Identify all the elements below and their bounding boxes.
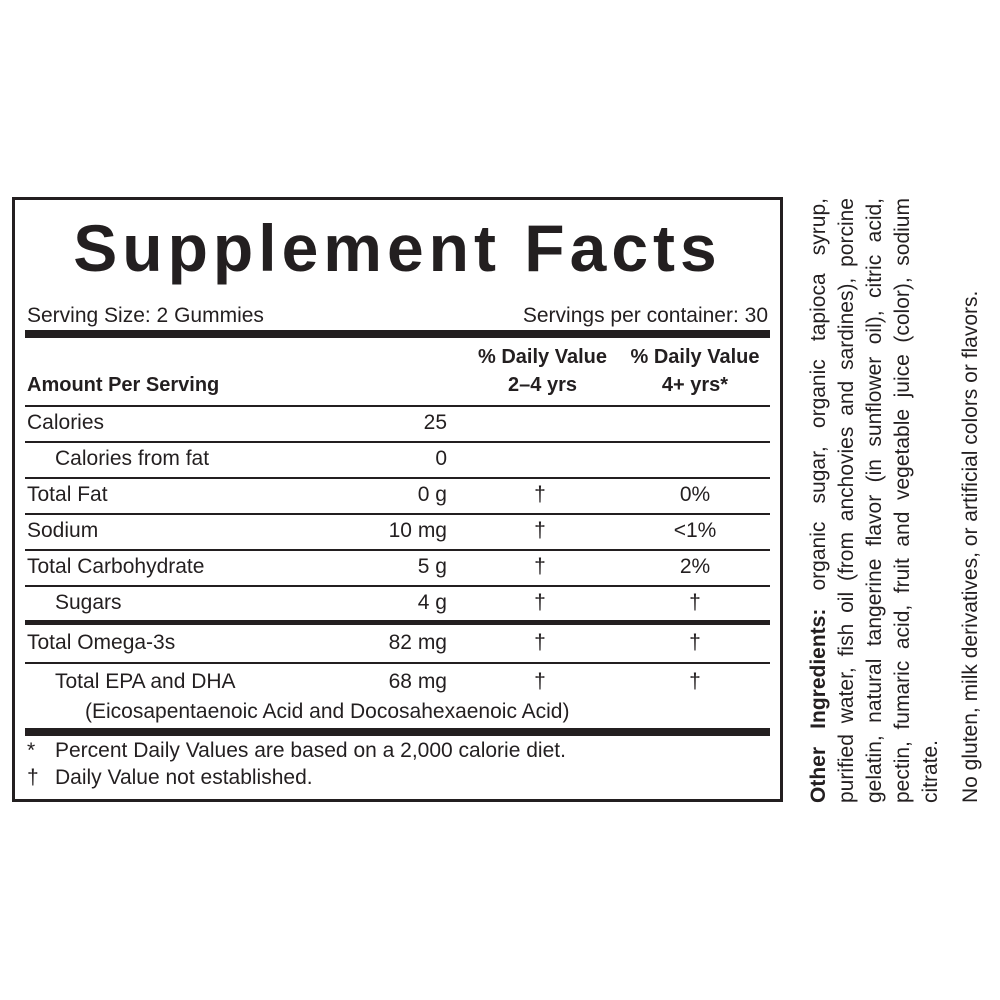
nutrient-name: Total EPA and DHA xyxy=(55,670,236,693)
dv-2-4: † xyxy=(534,591,546,614)
supplement-facts-panel: Supplement Facts Serving Size: 2 Gummies… xyxy=(12,197,783,802)
rule xyxy=(25,441,770,443)
amount: 68 mg xyxy=(388,670,447,693)
amount-header: Amount Per Serving xyxy=(27,374,220,396)
rule xyxy=(25,477,770,479)
dv-4plus: † xyxy=(689,591,701,614)
dv-header: 4+ yrs* xyxy=(661,374,729,396)
rule xyxy=(25,728,770,736)
nutrient-name: Sugars xyxy=(55,591,122,614)
amount: 4 g xyxy=(417,591,447,614)
servings-per-container: Servings per container: 30 xyxy=(522,304,768,327)
dv-4plus: † xyxy=(689,631,701,654)
nutrient-name: Calories from fat xyxy=(55,447,210,470)
nutrient-name: Total Omega-3s xyxy=(27,631,176,654)
amount: 10 mg xyxy=(388,519,447,542)
rule xyxy=(25,330,770,338)
rule xyxy=(25,662,770,664)
dv-2-4: † xyxy=(534,483,546,506)
rule xyxy=(25,513,770,515)
ingredients-label: Other Ingredients: xyxy=(807,608,830,803)
dv-4plus: <1% xyxy=(673,519,717,542)
amount: 82 mg xyxy=(388,631,447,654)
amount: 5 g xyxy=(417,555,447,578)
epa-dha-note: (Eicosapentaenoic Acid and Docosahexaeno… xyxy=(85,700,570,723)
dv-header: % Daily Value xyxy=(478,346,607,368)
rule xyxy=(25,405,770,407)
footnote: Percent Daily Values are based on a 2,00… xyxy=(55,739,566,762)
free-from: No gluten, milk derivatives, or artifici… xyxy=(959,290,982,803)
dv-header: % Daily Value xyxy=(630,346,760,368)
nutrient-name: Total Carbohydrate xyxy=(27,555,205,578)
title: Supplement Facts xyxy=(73,211,722,285)
nutrient-name: Total Fat xyxy=(27,483,108,506)
dv-header: 2–4 yrs xyxy=(508,374,577,396)
dv-2-4: † xyxy=(534,631,546,654)
rule xyxy=(25,585,770,587)
dv-2-4: † xyxy=(534,555,546,578)
dv-2-4: † xyxy=(534,670,546,693)
dv-4plus: 0% xyxy=(679,483,711,506)
rule xyxy=(25,549,770,551)
dv-4plus: 2% xyxy=(679,555,711,578)
serving-size: Serving Size: 2 Gummies xyxy=(27,304,264,327)
amount: 0 g xyxy=(417,483,447,506)
dv-2-4: † xyxy=(534,519,546,542)
footnote-mark: * xyxy=(27,739,36,762)
dv-4plus: † xyxy=(689,670,701,693)
rule xyxy=(25,620,770,625)
amount: 25 xyxy=(423,411,447,434)
nutrient-name: Calories xyxy=(27,411,105,434)
footnote-mark: † xyxy=(27,766,39,789)
amount: 0 xyxy=(435,447,447,470)
ingredients: Other Ingredients: organic sugar, organi… xyxy=(805,198,950,803)
nutrient-name: Sodium xyxy=(27,519,99,542)
footnote: Daily Value not established. xyxy=(55,766,313,789)
